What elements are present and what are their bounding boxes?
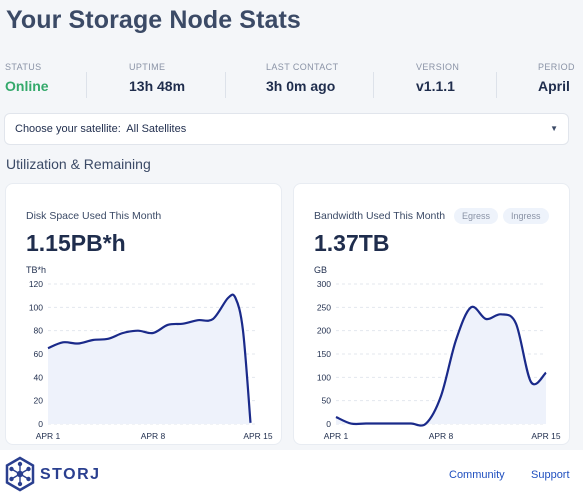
- stat-last-contact-value: 3h 0m ago: [266, 78, 336, 94]
- stat-last-contact-label: LAST CONTACT: [266, 62, 339, 72]
- stat-status-value: Online: [5, 78, 49, 94]
- x-tick-label: APR 8: [141, 431, 166, 441]
- y-tick-label: 120: [29, 279, 43, 289]
- bandwidth-card-title: Bandwidth Used This Month: [314, 210, 446, 222]
- y-tick-label: 40: [34, 372, 44, 382]
- series-line: [47, 293, 252, 423]
- disk-card-value: 1.15PB*h: [26, 230, 126, 256]
- support-link[interactable]: Support: [531, 469, 570, 481]
- stat-last-contact: LAST CONTACT 3h 0m ago: [266, 62, 338, 94]
- y-tick-label: 100: [29, 302, 43, 312]
- stat-period-value: April: [538, 78, 570, 94]
- stat-version-label: VERSION: [416, 62, 460, 72]
- y-tick-label: 150: [317, 349, 331, 359]
- stat-version: VERSION v1.1.1: [416, 62, 459, 94]
- stat-status: STATUS Online: [5, 62, 49, 94]
- storj-logo-icon[interactable]: [4, 456, 36, 492]
- y-tick-label: 250: [317, 302, 331, 312]
- section-title: Utilization & Remaining: [6, 156, 151, 172]
- y-tick-label: 50: [322, 396, 332, 406]
- divider: [373, 72, 374, 98]
- satellite-select-label: Choose your satellite:: [15, 123, 121, 135]
- disk-space-card: Disk Space Used This Month 1.15PB*h TB*h…: [5, 183, 282, 445]
- status-bar: STATUS Online UPTIME 13h 48m LAST CONTAC…: [0, 62, 583, 102]
- series-area: [336, 306, 546, 426]
- disk-card-unit: TB*h: [26, 265, 47, 275]
- y-tick-label: 300: [317, 279, 331, 289]
- x-tick-label: APR 15: [243, 431, 273, 441]
- footer: STORJ Community Support: [0, 450, 583, 500]
- community-link[interactable]: Community: [449, 469, 505, 481]
- brand-name: STORJ: [40, 466, 101, 483]
- x-tick-label: APR 15: [531, 431, 561, 441]
- divider: [225, 72, 226, 98]
- divider: [86, 72, 87, 98]
- x-tick-label: APR 1: [324, 431, 349, 441]
- stat-period: PERIOD April: [538, 62, 575, 94]
- ingress-toggle[interactable]: Ingress: [503, 208, 549, 224]
- satellite-select-value: All Satellites: [126, 123, 187, 135]
- disk-card-title: Disk Space Used This Month: [26, 210, 162, 222]
- page-title: Your Storage Node Stats: [6, 6, 301, 34]
- disk-space-chart: 0 20 40 60 80 100 120 APR 1 APR 8 APR 15: [29, 279, 273, 441]
- bandwidth-card: Bandwidth Used This Month Egress Ingress…: [293, 183, 570, 445]
- y-tick-label: 60: [34, 349, 44, 359]
- y-tick-label: 0: [38, 419, 43, 429]
- stat-uptime: UPTIME 13h 48m: [129, 62, 185, 94]
- bandwidth-card-value: 1.37TB: [314, 230, 390, 256]
- stat-version-value: v1.1.1: [416, 78, 455, 94]
- y-tick-label: 200: [317, 326, 331, 336]
- y-tick-label: 20: [34, 396, 44, 406]
- egress-toggle[interactable]: Egress: [454, 208, 499, 224]
- stat-period-label: PERIOD: [538, 62, 575, 72]
- stat-uptime-label: UPTIME: [129, 62, 166, 72]
- x-tick-label: APR 8: [429, 431, 454, 441]
- bandwidth-chart: 0 50 100 150 200 250 300 APR 1 APR 8 APR 15: [317, 279, 561, 441]
- stat-status-label: STATUS: [5, 62, 42, 72]
- y-tick-label: 0: [326, 419, 331, 429]
- y-tick-label: 100: [317, 372, 331, 382]
- stat-uptime-value: 13h 48m: [129, 78, 186, 94]
- x-tick-label: APR 1: [36, 431, 61, 441]
- bandwidth-card-unit: GB: [314, 265, 328, 275]
- satellite-select[interactable]: Choose your satellite: All Satellites ▼: [4, 113, 569, 145]
- caret-down-icon: ▼: [550, 124, 558, 133]
- y-tick-label: 80: [34, 326, 44, 336]
- series-area: [48, 294, 251, 424]
- divider: [496, 72, 497, 98]
